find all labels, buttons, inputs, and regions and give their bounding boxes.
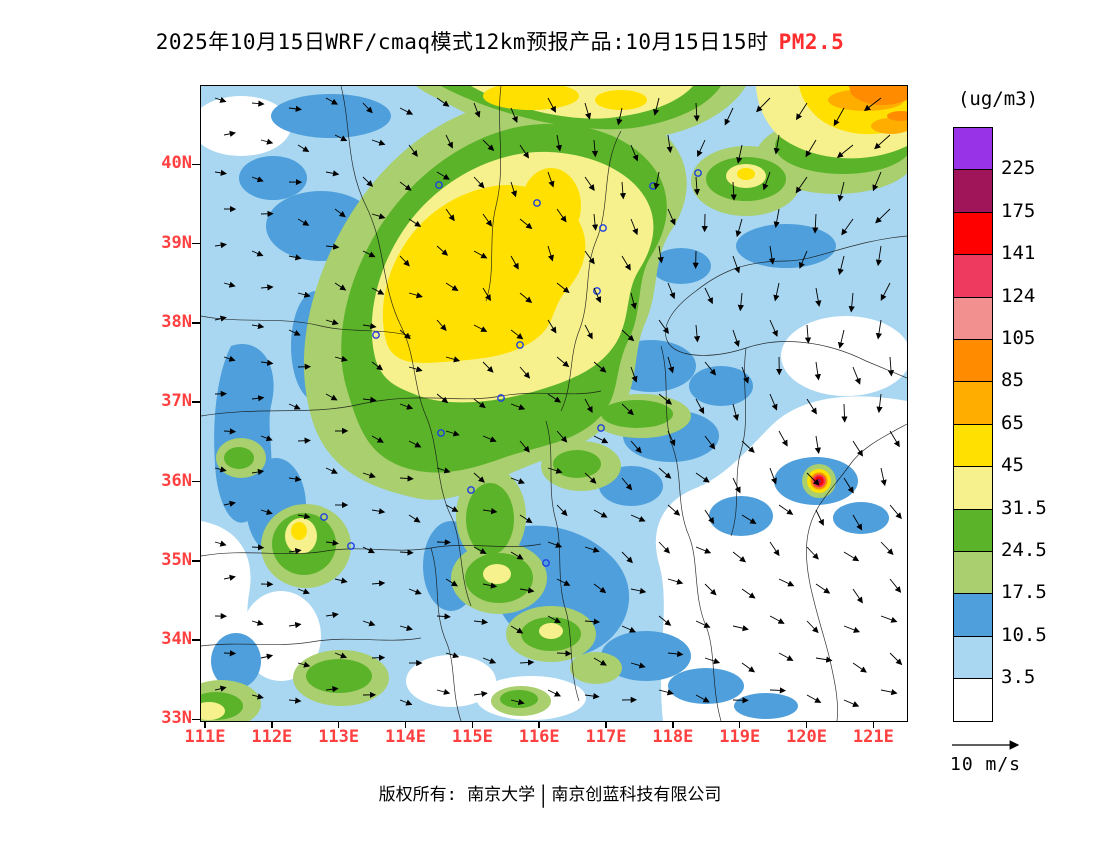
x-axis-label: 114E [385, 727, 426, 747]
x-axis-label: 116E [518, 727, 560, 747]
pm25-hotspot [802, 464, 836, 498]
colorbar-level-label: 65 [1001, 411, 1024, 434]
colorbar-cell [954, 424, 992, 468]
copyright-company: 南京创蓝科技有限公司 [551, 785, 722, 805]
colorbar-cell [954, 297, 992, 340]
colorbar-level-label: 141 [1001, 242, 1036, 265]
footer-divider: | [538, 781, 549, 809]
y-axis-label: 38N [161, 311, 192, 332]
y-axis-tick [192, 322, 200, 324]
footer-copyright: 版权所有: 南京大学 | 南京创蓝科技有限公司 [0, 780, 1100, 809]
colorbar-level-label: 225 [1001, 157, 1036, 180]
forecast-map-svg [201, 86, 907, 721]
x-axis-label: 113E [318, 727, 360, 747]
colorbar-level-label: 10.5 [1001, 623, 1047, 646]
y-axis-label: 33N [161, 708, 192, 729]
colorbar-level-label: 17.5 [1001, 581, 1047, 604]
copyright-owner: 版权所有: 南京大学 [378, 785, 536, 805]
colorbar-cell [954, 382, 992, 425]
x-axis-tick [605, 721, 607, 728]
y-axis-tick [192, 480, 200, 483]
y-axis-label: 34N [161, 629, 192, 650]
x-axis-label: 119E [719, 727, 761, 747]
city-markers [320, 169, 702, 567]
y-axis-tick [192, 639, 200, 641]
pollutant-label: PM2.5 [778, 30, 845, 54]
colorbar-level-label: 124 [1001, 284, 1036, 307]
y-axis-tick [192, 401, 200, 403]
colorbar-level-label: 24.5 [1001, 539, 1047, 561]
x-axis-label: 115E [451, 727, 493, 747]
colorbar-level-label: 45 [1001, 454, 1024, 477]
colorbar-cell [954, 509, 992, 552]
x-axis-tick [271, 721, 273, 728]
wind-arrows-layer [214, 96, 903, 707]
x-axis-label: 111E [184, 727, 226, 747]
colorbar-bar [953, 127, 993, 723]
colorbar-cell [954, 467, 992, 510]
colorbar-level-label: 31.5 [1001, 496, 1047, 519]
forecast-map [200, 85, 908, 722]
y-axis-label: 35N [161, 549, 192, 570]
y-axis-label: 40N [161, 153, 192, 174]
colorbar-level-label: 3.5 [1001, 666, 1036, 689]
x-axis-tick [404, 721, 407, 728]
x-axis-label: 112E [251, 727, 293, 747]
x-axis-tick [538, 721, 540, 728]
y-axis-label: 36N [161, 470, 192, 491]
colorbar-cell [954, 212, 992, 256]
colorbar: 225 175 141 124 105 85 65 45 31.5 24.5 17.5 10.5 3.5 [953, 127, 1047, 723]
page-title: 2025年10月15日WRF/cmaq模式12km预报产品:10月15日15时 P… [0, 26, 1000, 56]
x-axis-tick [738, 721, 741, 728]
x-axis-tick [872, 721, 875, 728]
colorbar-labels: 225 175 141 124 105 85 65 45 31.5 24.5 17.5 10.5 3.5 [1001, 127, 1071, 723]
x-axis-label: 120E [786, 727, 828, 747]
colorbar-cell [954, 594, 992, 637]
x-axis-tick [805, 721, 808, 728]
colorbar-cell [954, 551, 992, 595]
colorbar-level-label: 105 [1001, 327, 1036, 349]
colorbar-cell [954, 339, 992, 383]
y-axis-tick [192, 560, 200, 562]
colorbar-unit: (ug/m3) [957, 88, 1039, 110]
orange-regions [828, 86, 907, 134]
y-axis-tick [192, 718, 200, 721]
colorbar-level-label: 175 [1001, 199, 1036, 222]
x-axis-label: 121E [852, 727, 894, 747]
wind-arrow-icon [952, 740, 1020, 750]
x-axis-tick [337, 721, 340, 728]
x-axis-label: 118E [652, 727, 694, 747]
colorbar-level-label: 85 [1001, 369, 1024, 392]
colorbar-cell [954, 636, 992, 680]
colorbar-cell [954, 679, 992, 722]
colorbar-cell [954, 170, 992, 213]
colorbar-cell [954, 255, 992, 298]
title-text: 2025年10月15日WRF/cmaq模式12km预报产品:10月15日15时 [155, 30, 769, 54]
wind-speed-label: 10 m/s [950, 754, 1022, 775]
x-axis-tick [471, 721, 474, 728]
colorbar-cell [954, 128, 992, 171]
y-axis-label: 37N [161, 391, 192, 412]
y-axis-label: 39N [161, 232, 192, 253]
x-axis-tick [672, 721, 674, 728]
y-axis-tick [192, 163, 200, 166]
x-axis-tick [204, 721, 206, 728]
x-axis-label: 117E [585, 727, 627, 747]
wind-speed-legend: 10 m/s [950, 736, 1040, 775]
y-axis-tick [192, 242, 200, 245]
